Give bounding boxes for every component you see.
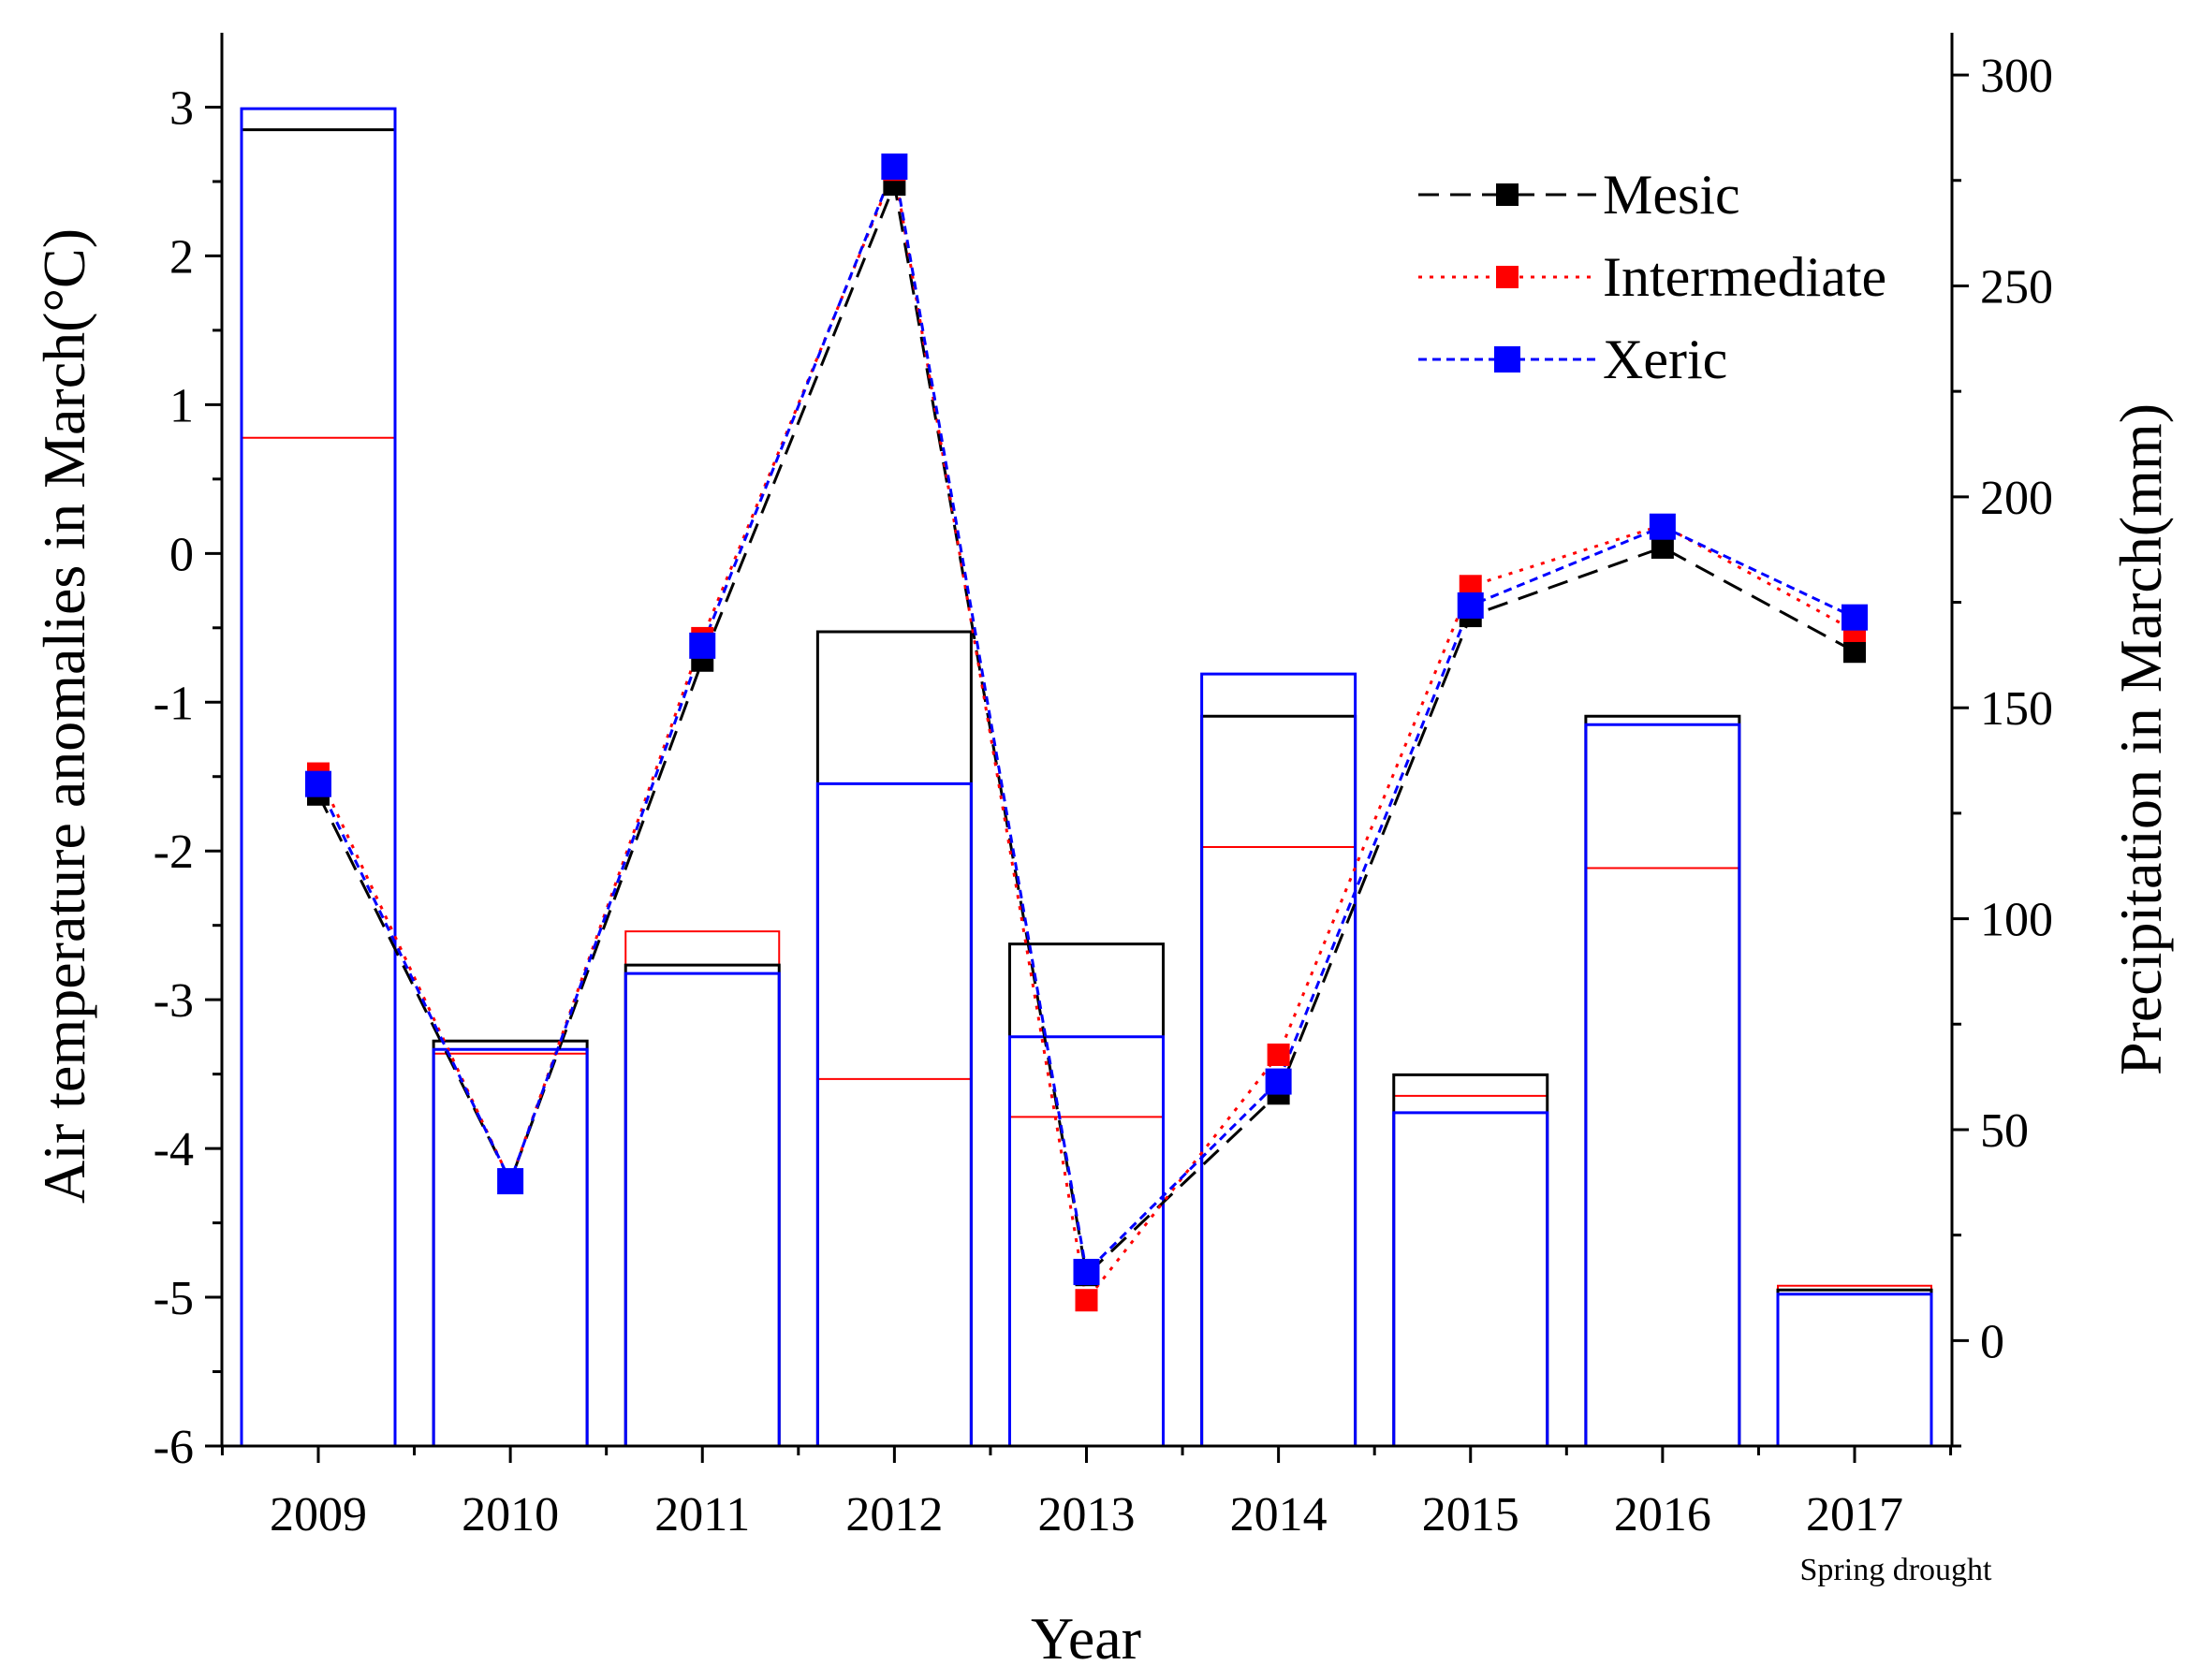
y-left-tick-label-2: -4 xyxy=(154,1123,194,1176)
bar-xeric-2013 xyxy=(1008,1035,1165,1446)
bar-xeric-2015 xyxy=(1392,1111,1549,1446)
y-right-tick-label-0: 0 xyxy=(1980,1315,2004,1368)
x-tick-label-2016: 2016 xyxy=(1614,1488,1711,1541)
point-xeric-2015 xyxy=(1457,592,1484,619)
x-tick-label-2009: 2009 xyxy=(270,1488,367,1541)
x-tick-label-2010: 2010 xyxy=(462,1488,559,1541)
y-left-tick-label-1: -5 xyxy=(154,1272,194,1325)
y-left-tick-label-7: 1 xyxy=(169,379,194,432)
bar-intermediate-2016 xyxy=(1584,867,1740,1446)
x-tick-label-2012: 2012 xyxy=(845,1488,943,1541)
line-xeric xyxy=(316,161,1856,1276)
point-xeric-2012 xyxy=(881,153,908,181)
bar-intermediate-2009 xyxy=(241,436,396,1446)
bar-intermediate-2014 xyxy=(1200,845,1357,1446)
point-xeric-2017 xyxy=(1842,604,1868,631)
legend-label-intermediate: Intermediate xyxy=(1603,246,1886,308)
axes-layer: -6 -5 -4 -3 -2 -1 0 1 2 3 0 50 100 150 200 250 300 2009 20… xyxy=(154,33,2053,1541)
bar-xeric-2016 xyxy=(1584,723,1741,1446)
bar-intermediate-2011 xyxy=(624,930,781,1446)
legend-marker-xeric xyxy=(1494,346,1520,373)
point-mesic-2017 xyxy=(1843,640,1866,664)
bar-xeric-2011 xyxy=(624,971,781,1446)
y-left-tick-label-9: 3 xyxy=(169,81,194,135)
bar-mesic-2013 xyxy=(1008,942,1165,1446)
legend-marker-mesic xyxy=(1496,183,1519,206)
point-mesic-2016 xyxy=(1651,535,1674,559)
y-right-tick-label-4: 200 xyxy=(1980,472,2053,525)
x-tick-label-2015: 2015 xyxy=(1422,1488,1519,1541)
point-intermediate-2013 xyxy=(1075,1289,1098,1312)
x-tick-label-2013: 2013 xyxy=(1038,1488,1136,1541)
x-tick-label-2011: 2011 xyxy=(654,1488,750,1541)
legend-label-mesic: Mesic xyxy=(1603,164,1740,226)
bar-xeric-2009 xyxy=(240,107,397,1446)
y-axis-right-title: Precipitation in March(mm) xyxy=(2107,403,2174,1075)
point-xeric-2016 xyxy=(1649,513,1676,540)
bar-mesic-2010 xyxy=(432,1039,589,1446)
bar-mesic-2017 xyxy=(1776,1288,1933,1446)
point-xeric-2009 xyxy=(305,770,331,797)
point-xeric-2010 xyxy=(497,1168,524,1195)
bar-xeric-2017 xyxy=(1776,1293,1933,1446)
y-right-tick-label-3: 150 xyxy=(1980,682,2053,736)
y-axis-left-title: Air temperature anomalies in March(°C) xyxy=(31,228,97,1204)
legend-label-xeric: Xeric xyxy=(1603,329,1727,390)
x-tick-label-2017: 2017 xyxy=(1806,1488,1903,1541)
bar-xeric-2014 xyxy=(1200,672,1357,1446)
bar-xeric-2012 xyxy=(815,782,973,1446)
bar-mesic-2016 xyxy=(1584,714,1741,1446)
y-right-tick-label-6: 300 xyxy=(1980,50,2053,103)
bar-mesic-2011 xyxy=(624,963,781,1446)
x-axis-title: Year xyxy=(1031,1605,1141,1672)
y-left-tick-label-3: -3 xyxy=(154,974,194,1028)
lines-layer xyxy=(305,153,1868,1312)
legend: Mesic Intermediate Xeric xyxy=(1418,164,1886,390)
y-left-tick-label-0: -6 xyxy=(154,1421,194,1474)
point-xeric-2014 xyxy=(1265,1068,1292,1095)
bar-intermediate-2015 xyxy=(1392,1094,1548,1446)
point-intermediate-2014 xyxy=(1267,1043,1290,1066)
y-left-tick-label-4: -2 xyxy=(154,825,194,879)
y-left-tick-label-5: -1 xyxy=(154,677,194,730)
bar-mesic-2012 xyxy=(815,630,973,1446)
bar-mesic-2015 xyxy=(1392,1073,1549,1446)
legend-marker-intermediate xyxy=(1496,266,1519,288)
y-right-tick-label-2: 100 xyxy=(1980,894,2053,947)
y-left-tick-label-8: 2 xyxy=(169,230,194,284)
bar-xeric-2010 xyxy=(432,1047,589,1446)
y-right-tick-label-1: 50 xyxy=(1980,1104,2029,1158)
line-mesic xyxy=(316,179,1856,1278)
bar-intermediate-2017 xyxy=(1777,1284,1932,1446)
bar-intermediate-2012 xyxy=(816,1077,973,1446)
point-xeric-2011 xyxy=(689,632,716,659)
bars-layer xyxy=(240,107,1933,1446)
y-left-tick-label-6: 0 xyxy=(169,528,194,581)
bar-intermediate-2010 xyxy=(433,1052,589,1446)
y-right-tick-label-5: 250 xyxy=(1980,260,2053,314)
category-note: Spring drought xyxy=(1800,1553,1993,1587)
x-tick-label-2014: 2014 xyxy=(1230,1488,1328,1541)
point-xeric-2013 xyxy=(1073,1259,1100,1286)
